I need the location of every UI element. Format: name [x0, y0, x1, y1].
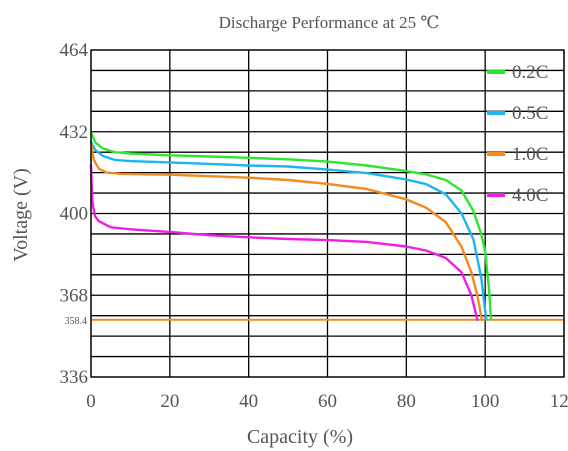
series-line-4.0C — [89, 163, 479, 321]
x-tick-label: 100 — [471, 391, 500, 412]
y-tick-label: 464 — [60, 40, 89, 61]
legend-label: 1.0C — [512, 144, 548, 165]
legend-label: 4.0C — [512, 185, 548, 206]
series-lines — [89, 130, 493, 321]
legend: 0.2C 0.5C 1.0C 4.0C — [487, 62, 548, 206]
x-tick-label: 60 — [318, 391, 337, 412]
series-line-0.2C — [89, 130, 493, 321]
x-tick-label: 0 — [86, 391, 96, 412]
tick-labels: 0 20 40 60 80 100 120 336 368 400 432 464 — [60, 40, 568, 412]
y-tick-label: 400 — [60, 204, 89, 225]
y-tick-label: 432 — [60, 122, 89, 143]
x-axis-title: Capacity (%) — [247, 426, 353, 448]
plot-frame — [90, 49, 565, 378]
cutoff-label: 358.4 — [65, 316, 88, 327]
x-tick-label: 120 — [550, 391, 568, 412]
chart-title: Discharge Performance at 25 ℃ — [219, 13, 440, 32]
y-axis-title: Voltage (V) — [10, 168, 32, 262]
x-tick-label: 40 — [239, 391, 258, 412]
x-tick-label: 80 — [397, 391, 416, 412]
x-tick-label: 20 — [160, 391, 179, 412]
grid-lines — [90, 49, 565, 378]
series-line-1.0C — [89, 143, 484, 321]
y-tick-label: 368 — [60, 285, 89, 306]
legend-label: 0.2C — [512, 62, 548, 83]
legend-label: 0.5C — [512, 103, 548, 124]
series-line-0.5C — [89, 140, 488, 321]
y-tick-label: 336 — [60, 367, 89, 388]
